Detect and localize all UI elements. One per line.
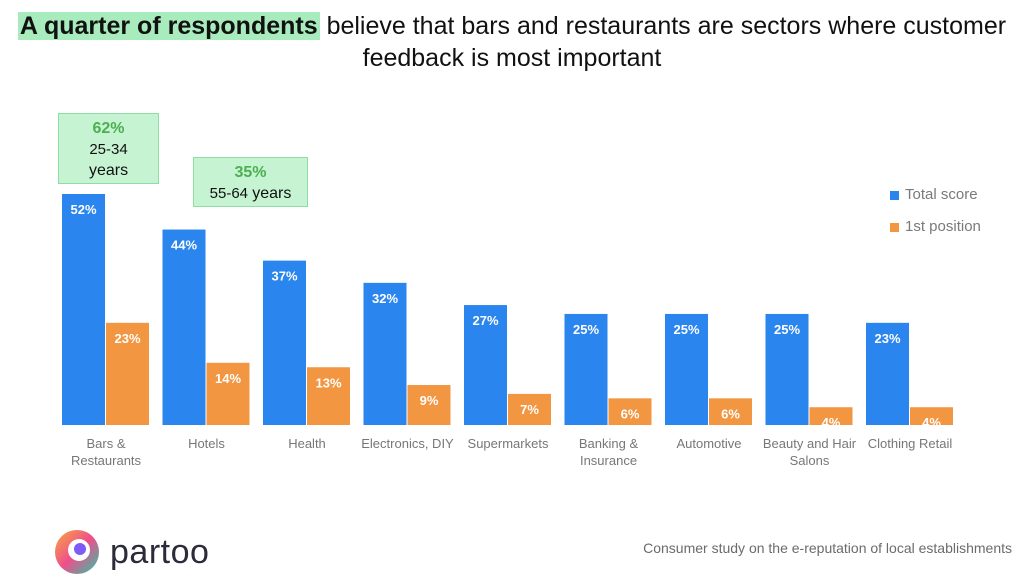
- page-title: A quarter of respondents believe that ba…: [0, 10, 1024, 74]
- bar-first-position: [508, 393, 551, 425]
- bar-total-score: [363, 282, 407, 425]
- data-label: 25%: [673, 322, 699, 337]
- data-label: 6%: [721, 406, 740, 421]
- title-highlight: A quarter of respondents: [17, 12, 320, 40]
- legend-swatch-total: [890, 190, 899, 200]
- category-label: Health: [288, 436, 326, 451]
- category-label: Bars &: [86, 436, 125, 451]
- data-label: 44%: [171, 238, 197, 253]
- title-rest: believe that bars and restaurants are se…: [319, 12, 1007, 72]
- callout-age-range: 55-64: [209, 185, 249, 202]
- data-label: 9%: [420, 393, 439, 408]
- bar-total-score: [665, 313, 708, 425]
- partoo-logo: partoo: [52, 528, 209, 576]
- callout-hotels: 35% 55-64 years: [193, 157, 308, 207]
- callout-value: 62%: [92, 120, 125, 137]
- partoo-logo-icon: [55, 530, 99, 574]
- data-label: 25%: [774, 322, 800, 337]
- callout-age-range: 25-34: [89, 141, 128, 158]
- data-label: 27%: [472, 313, 498, 328]
- callout-age-unit: years: [252, 185, 292, 202]
- category-label: Hotels: [188, 436, 225, 451]
- bar-total-score: [263, 260, 306, 425]
- bar-first-position: [709, 398, 752, 425]
- legend-label-first: 1st position: [905, 218, 981, 235]
- callout-age-unit: years: [88, 162, 129, 179]
- category-label: Salons: [790, 453, 830, 468]
- category-label: Banking &: [579, 436, 639, 451]
- category-label: Insurance: [580, 453, 637, 468]
- data-label: 37%: [271, 269, 297, 284]
- legend-label-total: Total score: [905, 186, 978, 203]
- bar-first-position: [608, 398, 652, 425]
- data-label: 14%: [215, 371, 241, 386]
- brand-name: partoo: [110, 532, 210, 571]
- bar-total-score: [564, 313, 608, 425]
- bar-total-score: [765, 313, 809, 425]
- data-label: 25%: [573, 322, 599, 337]
- data-label: 52%: [70, 202, 96, 217]
- bar-first-position: [206, 362, 250, 425]
- legend-total-score: Total score: [890, 186, 978, 203]
- callout-value: 35%: [234, 164, 267, 181]
- data-label: 4%: [822, 415, 841, 430]
- bar-first-position: [407, 385, 451, 425]
- category-label: Supermarkets: [468, 436, 549, 451]
- bar-first-position: [307, 367, 350, 425]
- data-label: 13%: [315, 375, 341, 390]
- bar-first-position: [809, 407, 853, 425]
- data-label: 6%: [621, 406, 640, 421]
- callout-bars-restaurants: 62% 25-34 years: [58, 113, 159, 184]
- legend-first-position: 1st position: [890, 218, 981, 235]
- bar-total-score: [162, 229, 206, 425]
- category-label: Clothing Retail: [868, 436, 953, 451]
- category-label: Beauty and Hair: [763, 436, 857, 451]
- category-label: Electronics, DIY: [361, 436, 454, 451]
- legend-swatch-first: [890, 222, 899, 232]
- data-label: 7%: [520, 402, 539, 417]
- data-label: 23%: [874, 331, 900, 346]
- footer-source: Consumer study on the e-reputation of lo…: [643, 540, 1012, 556]
- bar-first-position: [910, 407, 953, 425]
- bar-total-score: [464, 305, 507, 425]
- bar-first-position: [106, 322, 149, 425]
- bar-total-score: [62, 194, 105, 425]
- category-label: Automotive: [676, 436, 741, 451]
- data-label: 32%: [372, 291, 398, 306]
- bar-total-score: [866, 322, 909, 425]
- category-label: Restaurants: [71, 453, 142, 468]
- data-label: 4%: [922, 415, 941, 430]
- data-label: 23%: [114, 331, 140, 346]
